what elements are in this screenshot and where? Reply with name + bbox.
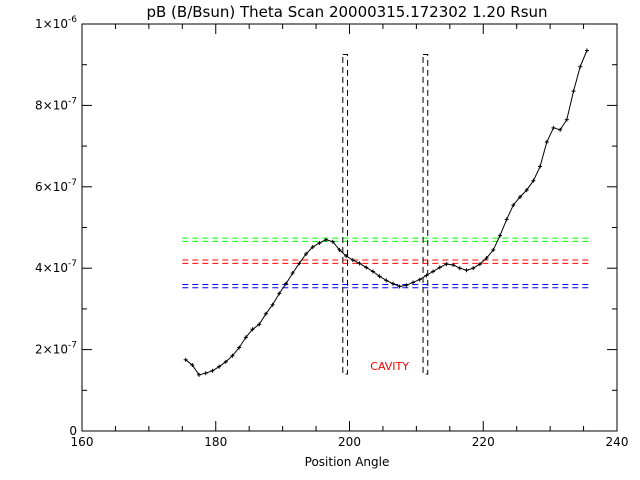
data-point [417,277,422,282]
x-axis-title: Position Angle [305,455,390,469]
data-point [350,258,355,263]
plot-area: 160 180 200 220 240 0 2×10-7 4×10-7 6×10-7 8×10-7… [35,15,628,449]
data-point [584,48,589,53]
data-point [564,117,569,122]
data-point [243,335,248,340]
data-point [304,251,309,256]
data-point [290,271,295,276]
data-point [491,247,496,252]
data-point [424,273,429,278]
data-point [230,353,235,358]
data-point [531,178,536,183]
data-point [471,266,476,271]
data-point [237,345,242,350]
data-point [457,266,462,271]
data-point [197,372,202,377]
data-point [411,280,416,285]
data-point [464,268,469,273]
data-point [538,164,543,169]
data-point [404,283,409,288]
data-point [330,239,335,244]
data-point [377,274,382,279]
x-tick-label: 180 [204,435,227,449]
data-point [257,322,262,327]
data-point [357,261,362,266]
x-tick-label: 160 [71,435,94,449]
x-tick-label: 200 [338,435,361,449]
data-point [370,269,375,274]
data-point [551,125,556,130]
data-point [217,364,222,369]
data-point [437,265,442,270]
y-tick-label: 4×10-7 [35,259,77,275]
data-point [524,188,529,193]
y-tick-label: 2×10-7 [35,341,77,357]
data-point [384,278,389,283]
data-point [558,127,563,132]
data-point [444,262,449,267]
data-point [250,327,255,332]
data-point [571,89,576,94]
data-point [210,368,215,373]
data-point [270,302,275,307]
data-point [397,284,402,289]
data-point [337,247,342,252]
cavity-boundary [422,54,429,375]
y-tick-label: 1×10-6 [35,15,77,31]
x-tick-label: 240 [606,435,629,449]
data-point [504,217,509,222]
cavity-boundary [342,54,348,375]
data-point [578,64,583,69]
cavity-annotation: CAVITY [370,360,409,373]
y-tick-label: 6×10-7 [35,178,77,194]
data-point [511,203,516,208]
data-point [190,363,195,368]
data-point [277,291,282,296]
data-point [518,194,523,199]
y-tick-label: 0 [69,424,77,438]
data-point [223,359,228,364]
data-point [544,140,549,145]
x-tick-label: 220 [472,435,495,449]
data-point [484,256,489,261]
data-point [344,253,349,258]
data-point [364,265,369,270]
data-point [203,371,208,376]
data-point [317,240,322,245]
data-point [497,233,502,238]
data-point [297,261,302,266]
data-point [390,281,395,286]
data-point [324,237,329,242]
y-tick-label: 8×10-7 [35,96,77,112]
data-point [183,357,188,362]
chart-title: pB (B/Bsun) Theta Scan 20000315.172302 1… [146,3,547,21]
data-point [451,262,456,267]
data-point [263,311,268,316]
data-point [310,245,315,250]
data-point [431,269,436,274]
data-point [283,281,288,286]
data-point [477,262,482,267]
